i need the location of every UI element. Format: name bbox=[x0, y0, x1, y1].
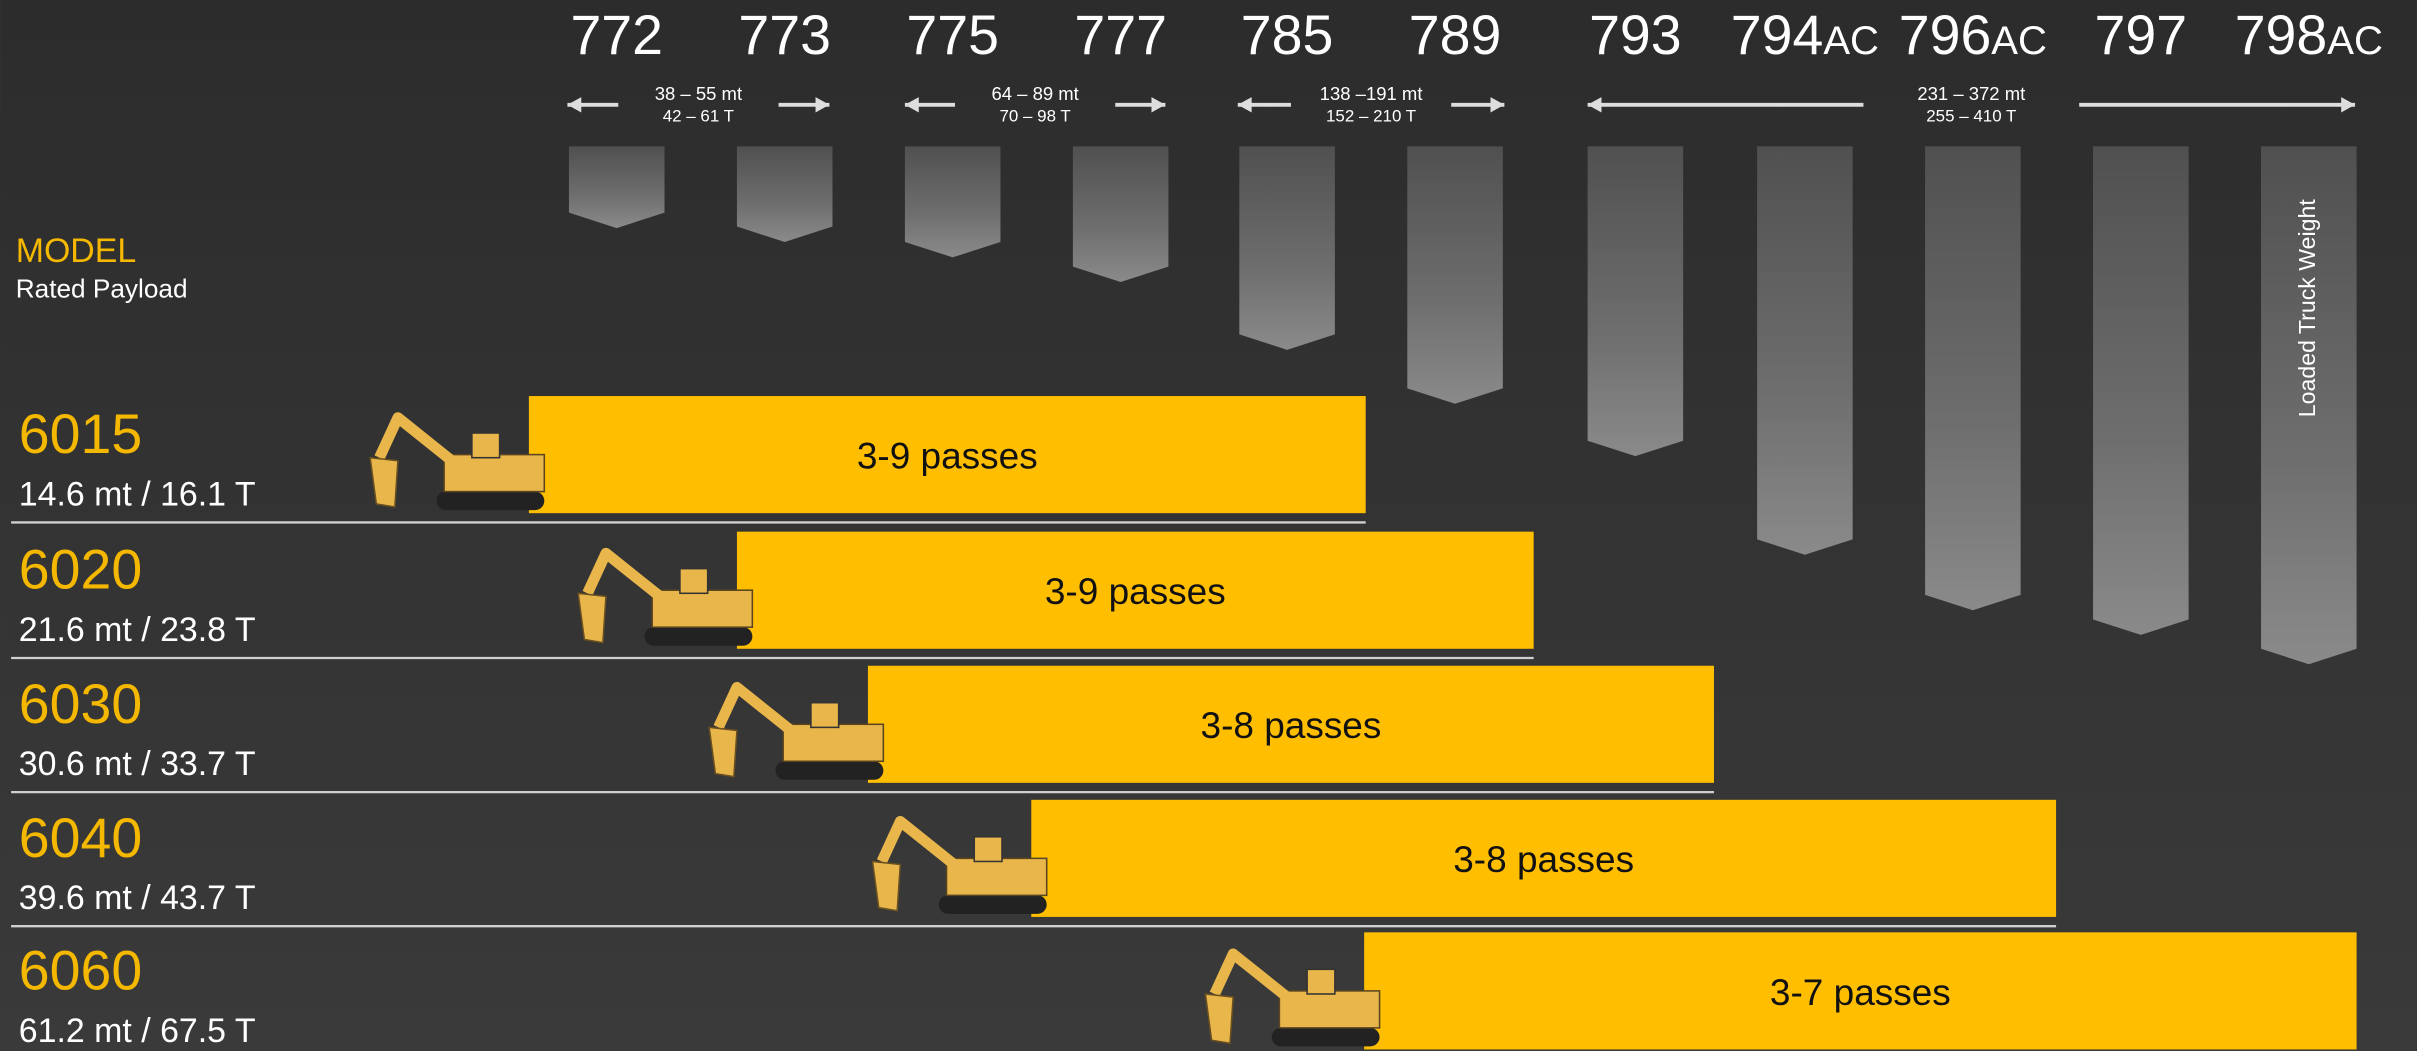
pass-count: 3-7 passes bbox=[1770, 972, 1951, 1013]
truck-number: 772 bbox=[570, 4, 663, 66]
truck-number: 773 bbox=[738, 4, 831, 66]
truck-capacity-shape bbox=[1239, 146, 1335, 349]
truck-capacity-shape bbox=[1925, 146, 2021, 610]
range-short: 42 – 61 T bbox=[663, 107, 734, 126]
truck-capacity-shape bbox=[1588, 146, 1684, 456]
truck-model: 797 bbox=[2095, 4, 2188, 66]
excavator-payload: 21.6 mt / 23.8 T bbox=[19, 611, 256, 649]
excavator-payload: 61.2 mt / 67.5 T bbox=[19, 1012, 256, 1050]
excavator-payload: 30.6 mt / 33.7 T bbox=[19, 745, 256, 783]
truck-suffix: AC bbox=[1991, 19, 2047, 63]
range-metric: 138 –191 mt bbox=[1320, 83, 1423, 104]
truck-capacity-shape bbox=[569, 146, 665, 228]
range-metric: 38 – 55 mt bbox=[655, 83, 742, 104]
pass-count: 3-8 passes bbox=[1201, 705, 1382, 746]
cab bbox=[974, 837, 1002, 862]
truck-model: 793 bbox=[1589, 4, 1682, 66]
truck-number: 797 bbox=[2095, 4, 2188, 66]
truck-number: 798 bbox=[2235, 4, 2328, 66]
truck-capacity-shape bbox=[1407, 146, 1503, 403]
track bbox=[939, 895, 1047, 913]
truck-model: 785 bbox=[1241, 4, 1334, 66]
range-metric: 64 – 89 mt bbox=[991, 83, 1078, 104]
vertical-label: Loaded Truck Weight bbox=[2294, 199, 2320, 418]
truck-number: 793 bbox=[1589, 4, 1682, 66]
truck-number: 794 bbox=[1731, 4, 1824, 66]
excavator-model: 6060 bbox=[19, 939, 142, 1001]
excavator-model: 6020 bbox=[19, 539, 142, 601]
truck-model: 775 bbox=[906, 4, 999, 66]
cab bbox=[1307, 969, 1335, 994]
truck-number: 789 bbox=[1409, 4, 1502, 66]
truck-capacity-shape bbox=[1073, 146, 1169, 282]
range-metric: 231 – 372 mt bbox=[1917, 83, 2025, 104]
truck-capacity-shape bbox=[1757, 146, 1853, 554]
track bbox=[436, 492, 544, 510]
range-short: 255 – 410 T bbox=[1926, 107, 2016, 126]
body bbox=[783, 724, 883, 761]
truck-model: 777 bbox=[1074, 4, 1167, 66]
cab bbox=[680, 569, 708, 594]
body bbox=[947, 858, 1047, 895]
body bbox=[652, 590, 752, 627]
excavator-model: 6030 bbox=[19, 673, 142, 735]
truck-capacity-shape bbox=[905, 146, 1001, 257]
truck-number: 785 bbox=[1241, 4, 1334, 66]
truck-capacity-shape bbox=[737, 146, 833, 242]
cab bbox=[472, 433, 500, 458]
cab bbox=[811, 703, 839, 728]
pass-count: 3-8 passes bbox=[1453, 839, 1634, 880]
page: MODEL Rated Payload 772 773 775 777 785 789 79… bbox=[0, 0, 2417, 1051]
truck-number: 777 bbox=[1074, 4, 1167, 66]
pass-count: 3-9 passes bbox=[857, 435, 1038, 476]
track bbox=[1272, 1028, 1380, 1046]
track bbox=[775, 761, 883, 779]
truck-model: 789 bbox=[1409, 4, 1502, 66]
payload-label: Rated Payload bbox=[16, 273, 188, 303]
model-label: MODEL bbox=[16, 232, 137, 270]
truck-model: 773 bbox=[738, 4, 831, 66]
truck-capacity-shape bbox=[2093, 146, 2189, 635]
body bbox=[444, 455, 544, 492]
excavator-payload: 39.6 mt / 43.7 T bbox=[19, 879, 256, 917]
truck-suffix: AC bbox=[2327, 19, 2383, 63]
pass-count: 3-9 passes bbox=[1045, 571, 1226, 612]
excavator-model: 6040 bbox=[19, 807, 142, 869]
range-short: 70 – 98 T bbox=[999, 107, 1070, 126]
excavator-payload: 14.6 mt / 16.1 T bbox=[19, 475, 256, 513]
truck-suffix: AC bbox=[1823, 19, 1879, 63]
truck-model: 772 bbox=[570, 4, 663, 66]
truck-number: 796 bbox=[1899, 4, 1992, 66]
truck-number: 775 bbox=[906, 4, 999, 66]
body bbox=[1279, 991, 1379, 1028]
excavator-model: 6015 bbox=[19, 403, 142, 465]
track bbox=[644, 627, 752, 645]
range-short: 152 – 210 T bbox=[1326, 107, 1416, 126]
infographic: MODEL Rated Payload 772 773 775 777 785 789 79… bbox=[0, 0, 2417, 1051]
